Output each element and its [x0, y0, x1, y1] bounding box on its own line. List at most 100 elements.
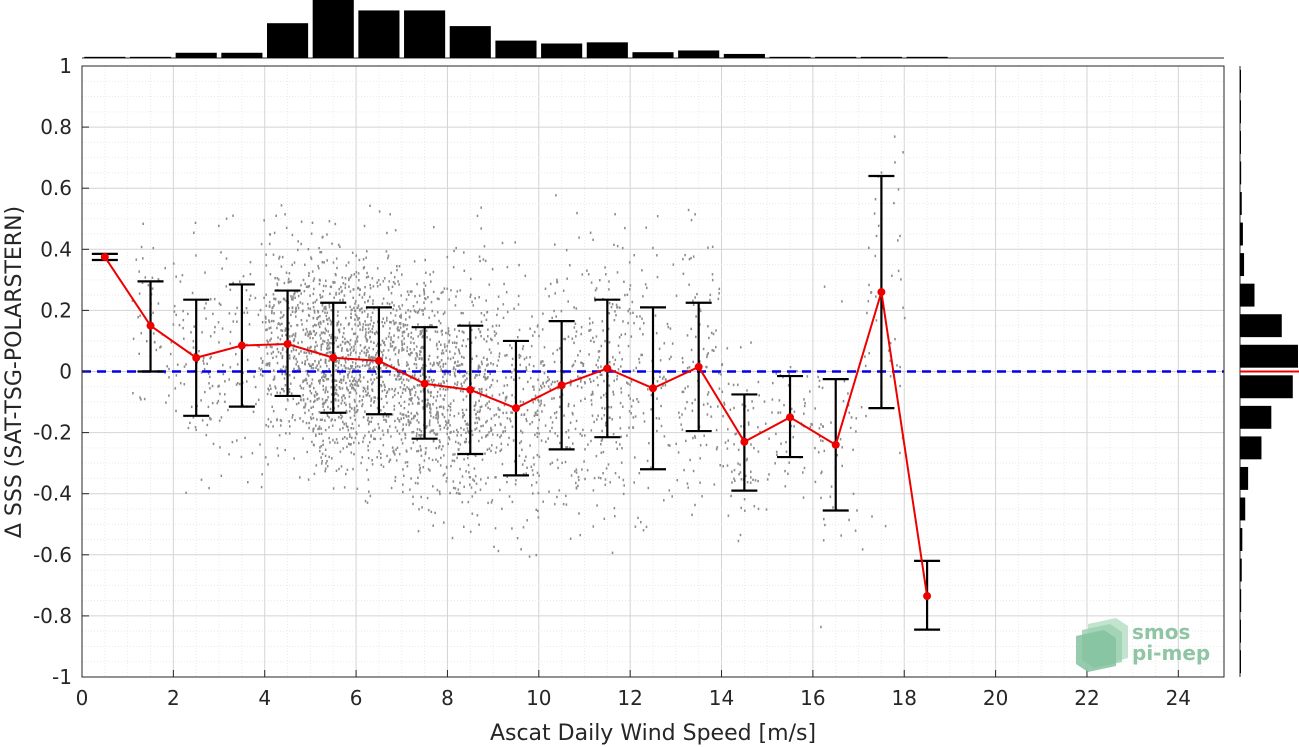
scatter-point — [370, 368, 372, 371]
scatter-point — [243, 311, 245, 314]
scatter-point — [459, 443, 462, 446]
scatter-point — [422, 388, 425, 391]
scatter-point — [352, 296, 354, 299]
scatter-point — [219, 303, 222, 306]
scatter-point — [626, 293, 629, 296]
scatter-point — [169, 352, 172, 356]
scatter-point — [362, 267, 365, 270]
scatter-point — [350, 382, 353, 385]
scatter-point — [450, 430, 452, 434]
scatter-point — [401, 429, 404, 432]
top-histogram — [82, 0, 1224, 59]
scatter-point — [494, 424, 496, 427]
scatter-point — [273, 304, 275, 307]
scatter-point — [504, 399, 507, 402]
scatter-point — [315, 464, 318, 467]
scatter-point — [213, 297, 216, 301]
scatter-point — [324, 327, 327, 330]
scatter-point — [218, 419, 221, 422]
scatter-point — [269, 384, 271, 387]
scatter-point — [775, 372, 778, 375]
scatter-point — [576, 384, 579, 388]
scatter-point — [295, 309, 297, 313]
scatter-point — [288, 306, 290, 310]
scatter-point — [311, 270, 314, 273]
scatter-point — [646, 286, 648, 290]
top-histogram-bar — [358, 10, 400, 59]
scatter-point — [328, 341, 331, 345]
scatter-point — [546, 379, 549, 383]
scatter-point — [459, 364, 461, 367]
scatter-point — [395, 309, 398, 312]
scatter-point — [416, 411, 418, 415]
scatter-point — [361, 399, 363, 402]
scatter-point — [443, 311, 446, 314]
scatter-point — [555, 194, 557, 197]
scatter-point — [392, 308, 395, 311]
scatter-point — [349, 443, 351, 446]
scatter-point — [475, 354, 478, 358]
scatter-point — [483, 245, 486, 248]
scatter-point — [390, 321, 392, 324]
scatter-point — [315, 332, 318, 335]
scatter-point — [392, 395, 394, 399]
scatter-point — [381, 356, 384, 359]
scatter-point — [388, 280, 391, 283]
scatter-point — [375, 372, 377, 375]
scatter-point — [880, 171, 883, 174]
scatter-point — [379, 283, 382, 286]
scatter-point — [783, 404, 785, 407]
scatter-point — [555, 416, 558, 419]
scatter-point — [497, 295, 500, 298]
scatter-point — [381, 351, 383, 354]
scatter-point — [342, 447, 345, 450]
scatter-point — [458, 352, 461, 355]
scatter-point — [407, 353, 410, 356]
scatter-point — [694, 503, 696, 507]
scatter-point — [334, 419, 336, 422]
scatter-point — [344, 286, 347, 289]
scatter-point — [193, 352, 196, 356]
scatter-point — [220, 251, 222, 254]
scatter-point — [283, 377, 286, 380]
scatter-point — [361, 456, 364, 459]
scatter-point — [543, 346, 546, 349]
scatter-point — [711, 349, 714, 352]
scatter-point — [525, 368, 528, 372]
scatter-point — [401, 346, 403, 350]
scatter-point — [486, 402, 488, 405]
scatter-point — [312, 405, 314, 409]
scatter-point — [757, 450, 760, 453]
scatter-point — [352, 386, 355, 390]
scatter-point — [522, 387, 525, 391]
scatter-point — [307, 302, 309, 306]
scatter-point — [336, 441, 339, 444]
scatter-point — [803, 398, 805, 401]
scatter-point — [525, 419, 528, 423]
scatter-point — [687, 208, 690, 212]
scatter-point — [399, 315, 401, 318]
scatter-point — [309, 364, 311, 368]
scatter-point — [690, 327, 692, 331]
scatter-point — [322, 331, 325, 334]
scatter-point — [511, 411, 514, 414]
scatter-point — [402, 416, 405, 420]
scatter-point — [350, 443, 352, 446]
scatter-point — [425, 329, 428, 332]
scatter-point — [536, 471, 539, 475]
scatter-point — [854, 529, 857, 532]
scatter-point — [303, 351, 305, 354]
scatter-point — [225, 285, 228, 288]
scatter-point — [369, 330, 372, 333]
scatter-point — [328, 455, 330, 459]
scatter-point — [413, 309, 416, 312]
scatter-point — [442, 405, 445, 409]
scatter-point — [732, 383, 735, 387]
scatter-point — [589, 322, 591, 325]
scatter-point — [341, 396, 343, 399]
scatter-point — [429, 408, 432, 411]
scatter-point — [304, 363, 306, 366]
scatter-point — [428, 423, 431, 427]
scatter-point — [382, 433, 385, 436]
scatter-point — [611, 551, 614, 554]
